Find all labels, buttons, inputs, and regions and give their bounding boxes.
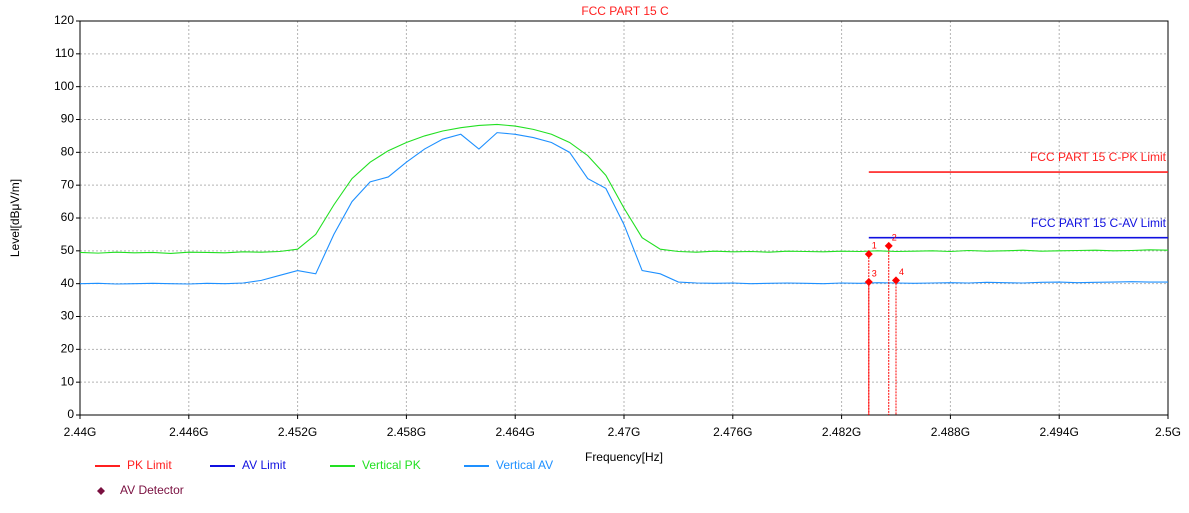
series-line bbox=[79, 132, 1168, 285]
legend-label: Vertical AV bbox=[496, 458, 553, 472]
detector-marker bbox=[892, 276, 900, 285]
marker-label: 1 bbox=[872, 240, 877, 250]
legend-marker bbox=[97, 487, 105, 495]
marker-label: 2 bbox=[892, 232, 897, 242]
x-axis-label: Frequency[Hz] bbox=[585, 450, 663, 464]
y-tick-label: 90 bbox=[61, 112, 75, 126]
y-tick-label: 100 bbox=[54, 79, 74, 93]
detector-marker bbox=[884, 241, 893, 250]
y-tick-label: 50 bbox=[61, 243, 75, 257]
x-tick-label: 2.452G bbox=[278, 425, 317, 439]
plot-frame bbox=[79, 20, 1169, 416]
x-tick-label: 2.458G bbox=[387, 425, 426, 439]
y-tick-label: 70 bbox=[61, 177, 75, 191]
x-tick-label: 2.488G bbox=[931, 425, 970, 439]
chart-title: FCC PART 15 C bbox=[581, 4, 669, 18]
y-tick-label: 10 bbox=[61, 374, 75, 388]
y-axis-label: Level[dBμV/m] bbox=[8, 179, 22, 257]
marker-label: 4 bbox=[899, 267, 904, 277]
y-tick-label: 40 bbox=[61, 276, 75, 290]
x-tick-label: 2.446G bbox=[169, 425, 208, 439]
x-tick-label: 2.482G bbox=[822, 425, 861, 439]
y-tick-label: 120 bbox=[54, 13, 74, 27]
series-line bbox=[79, 123, 1169, 255]
legend-label: Vertical PK bbox=[362, 458, 421, 472]
y-tick-label: 30 bbox=[61, 309, 75, 323]
x-tick-label: 2.47G bbox=[608, 425, 641, 439]
x-tick-label: 2.5G bbox=[1155, 425, 1181, 439]
detector-marker bbox=[864, 278, 873, 287]
y-tick-label: 60 bbox=[61, 210, 75, 224]
marker-label: 3 bbox=[872, 268, 877, 278]
limit-label: FCC PART 15 C-AV Limit bbox=[1031, 216, 1167, 230]
limit-label: FCC PART 15 C-PK Limit bbox=[1030, 150, 1167, 164]
y-tick-label: 0 bbox=[67, 407, 74, 421]
x-tick-label: 2.464G bbox=[496, 425, 535, 439]
x-tick-label: 2.476G bbox=[713, 425, 752, 439]
y-tick-label: 80 bbox=[61, 145, 75, 159]
x-tick-label: 2.494G bbox=[1040, 425, 1079, 439]
legend-label: AV Detector bbox=[120, 483, 184, 497]
legend-label: PK Limit bbox=[127, 458, 172, 472]
legend-label: AV Limit bbox=[242, 458, 286, 472]
detector-marker bbox=[864, 250, 873, 259]
y-tick-label: 110 bbox=[55, 46, 74, 60]
y-tick-label: 20 bbox=[61, 342, 75, 356]
x-tick-label: 2.44G bbox=[64, 425, 97, 439]
